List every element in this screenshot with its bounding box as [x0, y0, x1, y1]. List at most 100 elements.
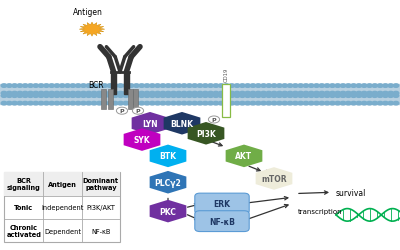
Circle shape: [102, 94, 108, 98]
Circle shape: [139, 92, 144, 96]
Circle shape: [107, 94, 113, 98]
Circle shape: [245, 84, 250, 88]
Circle shape: [298, 84, 304, 88]
Circle shape: [256, 94, 261, 98]
Circle shape: [181, 92, 187, 96]
Circle shape: [91, 94, 97, 98]
Circle shape: [118, 92, 123, 96]
Circle shape: [245, 94, 250, 98]
Circle shape: [118, 94, 123, 98]
Circle shape: [340, 102, 346, 106]
Circle shape: [351, 102, 356, 106]
Circle shape: [372, 84, 378, 88]
Circle shape: [70, 102, 76, 106]
Circle shape: [22, 84, 28, 88]
Text: survival: survival: [336, 188, 366, 197]
Circle shape: [388, 92, 394, 96]
Polygon shape: [132, 112, 168, 135]
Bar: [4, 172, 120, 242]
Circle shape: [393, 84, 399, 88]
Circle shape: [240, 84, 245, 88]
Circle shape: [102, 84, 108, 88]
Circle shape: [28, 92, 33, 96]
Circle shape: [150, 94, 155, 98]
Circle shape: [107, 84, 113, 88]
Circle shape: [362, 84, 367, 88]
Circle shape: [1, 92, 7, 96]
Circle shape: [17, 94, 23, 98]
Circle shape: [208, 92, 213, 96]
Circle shape: [38, 92, 44, 96]
Circle shape: [213, 92, 219, 96]
Bar: [4, 172, 120, 196]
Circle shape: [224, 94, 229, 98]
Circle shape: [139, 94, 144, 98]
Circle shape: [208, 102, 213, 106]
Circle shape: [139, 102, 144, 106]
Circle shape: [112, 94, 118, 98]
Text: BCR: BCR: [88, 80, 104, 90]
Circle shape: [12, 92, 17, 96]
Circle shape: [303, 102, 309, 106]
Circle shape: [144, 84, 150, 88]
Circle shape: [271, 94, 277, 98]
Circle shape: [171, 84, 176, 88]
Circle shape: [176, 94, 182, 98]
Circle shape: [86, 84, 92, 88]
Circle shape: [340, 94, 346, 98]
Circle shape: [245, 102, 250, 106]
Circle shape: [192, 92, 198, 96]
Circle shape: [22, 92, 28, 96]
Circle shape: [282, 94, 288, 98]
Circle shape: [60, 92, 65, 96]
Circle shape: [213, 102, 219, 106]
Circle shape: [75, 102, 81, 106]
Circle shape: [372, 92, 378, 96]
Bar: [0, 85, 400, 95]
Circle shape: [362, 94, 367, 98]
Circle shape: [70, 92, 76, 96]
Circle shape: [160, 102, 166, 106]
Circle shape: [107, 92, 113, 96]
Circle shape: [319, 94, 325, 98]
Circle shape: [112, 84, 118, 88]
Circle shape: [118, 102, 123, 106]
Circle shape: [91, 102, 97, 106]
Circle shape: [388, 102, 394, 106]
Circle shape: [367, 92, 372, 96]
Circle shape: [160, 92, 166, 96]
Circle shape: [155, 84, 160, 88]
Circle shape: [1, 84, 7, 88]
Circle shape: [91, 84, 97, 88]
Circle shape: [139, 84, 144, 88]
Circle shape: [240, 102, 245, 106]
Text: P: P: [120, 109, 124, 114]
Text: NF-κB: NF-κB: [209, 217, 235, 226]
Circle shape: [271, 102, 277, 106]
Circle shape: [112, 102, 118, 106]
FancyBboxPatch shape: [195, 194, 249, 214]
Circle shape: [155, 92, 160, 96]
Circle shape: [367, 84, 372, 88]
Circle shape: [266, 94, 272, 98]
Circle shape: [261, 84, 266, 88]
Circle shape: [28, 102, 33, 106]
Text: PI3K/AKT: PI3K/AKT: [86, 204, 115, 210]
Circle shape: [202, 102, 208, 106]
Bar: [133, 90, 138, 110]
Circle shape: [96, 102, 102, 106]
Circle shape: [393, 94, 399, 98]
Circle shape: [38, 84, 44, 88]
Circle shape: [134, 92, 139, 96]
Circle shape: [197, 84, 203, 88]
Circle shape: [28, 84, 33, 88]
Circle shape: [308, 92, 314, 96]
Text: Antigen: Antigen: [48, 181, 77, 187]
Circle shape: [324, 94, 330, 98]
Circle shape: [176, 102, 182, 106]
Circle shape: [362, 92, 367, 96]
Circle shape: [324, 92, 330, 96]
Circle shape: [377, 102, 383, 106]
Circle shape: [150, 84, 155, 88]
Circle shape: [70, 94, 76, 98]
